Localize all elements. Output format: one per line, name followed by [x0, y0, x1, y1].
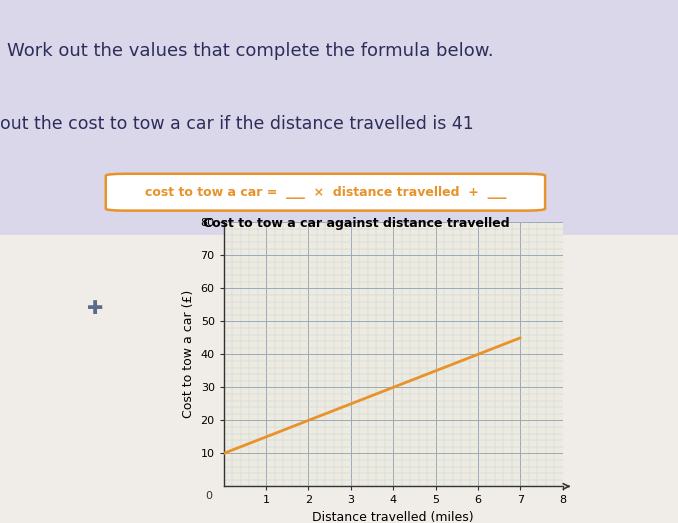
Text: Work out the values that complete the formula below.: Work out the values that complete the fo… — [7, 42, 494, 60]
X-axis label: Distance travelled (miles): Distance travelled (miles) — [313, 511, 474, 523]
Text: out the cost to tow a car if the distance travelled is 41: out the cost to tow a car if the distanc… — [0, 115, 496, 133]
Text: 0: 0 — [205, 491, 212, 502]
Y-axis label: Cost to tow a car (£): Cost to tow a car (£) — [182, 290, 195, 418]
Text: cost to tow a car =  ___  ×  distance travelled  +  ___: cost to tow a car = ___ × distance trave… — [144, 186, 506, 199]
Text: ✚: ✚ — [87, 299, 103, 318]
Text: Cost to tow a car against distance travelled: Cost to tow a car against distance trave… — [203, 217, 510, 230]
Bar — [0, 235, 678, 523]
Bar — [0, 0, 678, 235]
FancyBboxPatch shape — [106, 174, 545, 211]
